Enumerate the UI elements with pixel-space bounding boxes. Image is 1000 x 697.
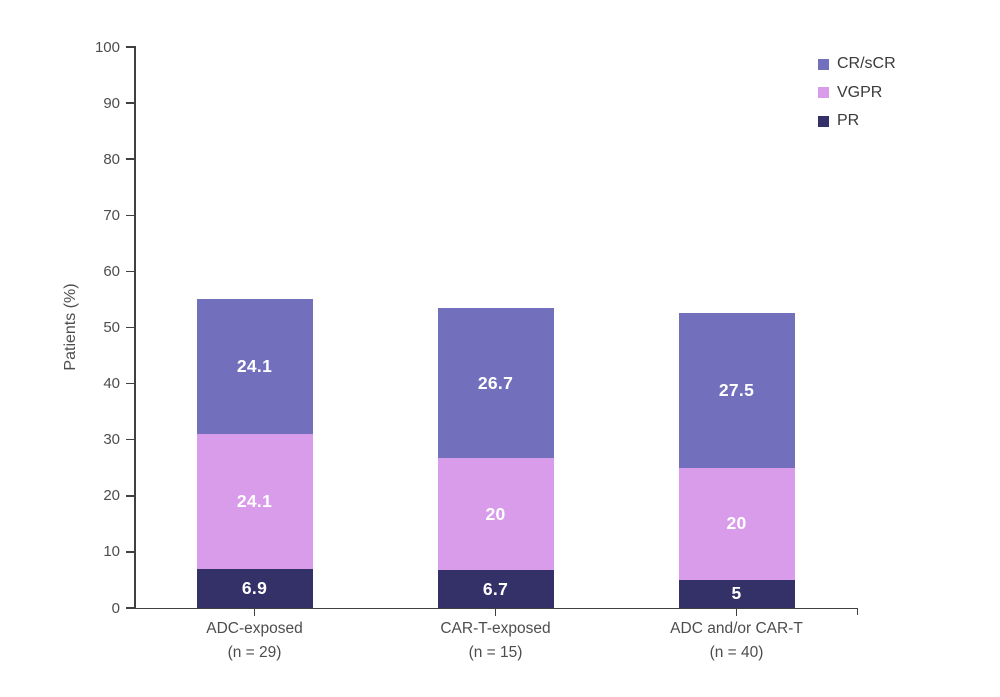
bar-segment-pr: 5 <box>678 579 795 608</box>
y-tick <box>126 326 134 329</box>
y-tick <box>126 270 134 273</box>
x-axis-line <box>127 607 858 610</box>
y-tick-label: 20 <box>103 487 120 505</box>
legend-label: CR/sCR <box>837 55 896 72</box>
y-tick-label: 10 <box>103 543 120 561</box>
segment-value-label: 27.5 <box>718 380 755 401</box>
y-tick <box>126 102 134 104</box>
bar-segment-crscr: 24.1 <box>196 298 313 435</box>
y-tick-label: 30 <box>103 431 120 449</box>
y-tick <box>126 382 134 385</box>
legend-label: VGPR <box>837 83 883 101</box>
y-tick-label: 60 <box>103 262 120 280</box>
y-tick <box>126 214 134 217</box>
bar-segment-pr: 6.9 <box>196 569 313 608</box>
y-tick-label: 90 <box>103 94 120 112</box>
bar-segment-crscr: 26.7 <box>437 308 554 459</box>
category-n: (n = 15) <box>468 644 523 661</box>
bar-segment-vgpr: 24.1 <box>196 434 313 570</box>
legend-item-pr: PR <box>818 112 896 130</box>
category-name: ADC and/or CAR-T <box>670 620 803 637</box>
legend-label: PR <box>837 112 860 129</box>
legend-swatch-icon <box>818 87 829 98</box>
x-category-tick <box>735 609 738 616</box>
category-n: (n = 29) <box>227 644 282 661</box>
x-category-label: ADC-exposed (n = 29) <box>145 617 365 665</box>
category-name: ADC-exposed <box>206 620 303 637</box>
legend: CR/sCR VGPR PR <box>818 55 896 141</box>
bar-segment-vgpr: 20 <box>678 467 795 580</box>
y-axis-line <box>134 46 136 609</box>
segment-value-label: 6.9 <box>241 578 268 599</box>
segment-value-label: 5 <box>731 583 742 604</box>
x-axis-end-tick <box>856 609 858 615</box>
y-tick-label: 50 <box>103 319 120 336</box>
y-tick-label: 100 <box>94 38 120 56</box>
segment-value-label: 26.7 <box>477 372 514 393</box>
segment-value-label: 24.1 <box>236 491 273 512</box>
legend-item-vgpr: VGPR <box>818 84 896 102</box>
x-category-tick <box>494 609 497 616</box>
y-tick-label: 70 <box>103 206 120 224</box>
segment-value-label: 24.1 <box>236 355 273 376</box>
bar-segment-crscr: 27.5 <box>678 313 795 468</box>
segment-value-label: 20 <box>485 503 506 524</box>
y-tick-label: 80 <box>103 150 120 168</box>
y-tick <box>126 158 134 160</box>
y-tick <box>126 495 134 497</box>
category-n: (n = 40) <box>709 644 764 661</box>
y-tick <box>126 607 134 609</box>
bar-segment-pr: 6.7 <box>437 570 554 608</box>
x-category-tick <box>253 609 256 616</box>
bar-segment-vgpr: 20 <box>437 458 554 571</box>
legend-swatch-icon <box>818 115 829 127</box>
y-tick-label: 0 <box>111 599 120 617</box>
legend-item-crscr: CR/sCR <box>818 55 896 73</box>
segment-value-label: 6.7 <box>482 578 509 599</box>
segment-value-label: 20 <box>726 513 747 534</box>
y-tick <box>126 438 134 441</box>
y-tick-label: 40 <box>103 375 120 393</box>
y-tick <box>126 46 134 48</box>
legend-swatch-icon <box>818 58 829 70</box>
y-tick <box>126 551 134 553</box>
category-name: CAR-T-exposed <box>440 620 551 637</box>
x-category-label: CAR-T-exposed (n = 15) <box>386 617 606 665</box>
x-category-label: ADC and/or CAR-T (n = 40) <box>627 617 847 665</box>
